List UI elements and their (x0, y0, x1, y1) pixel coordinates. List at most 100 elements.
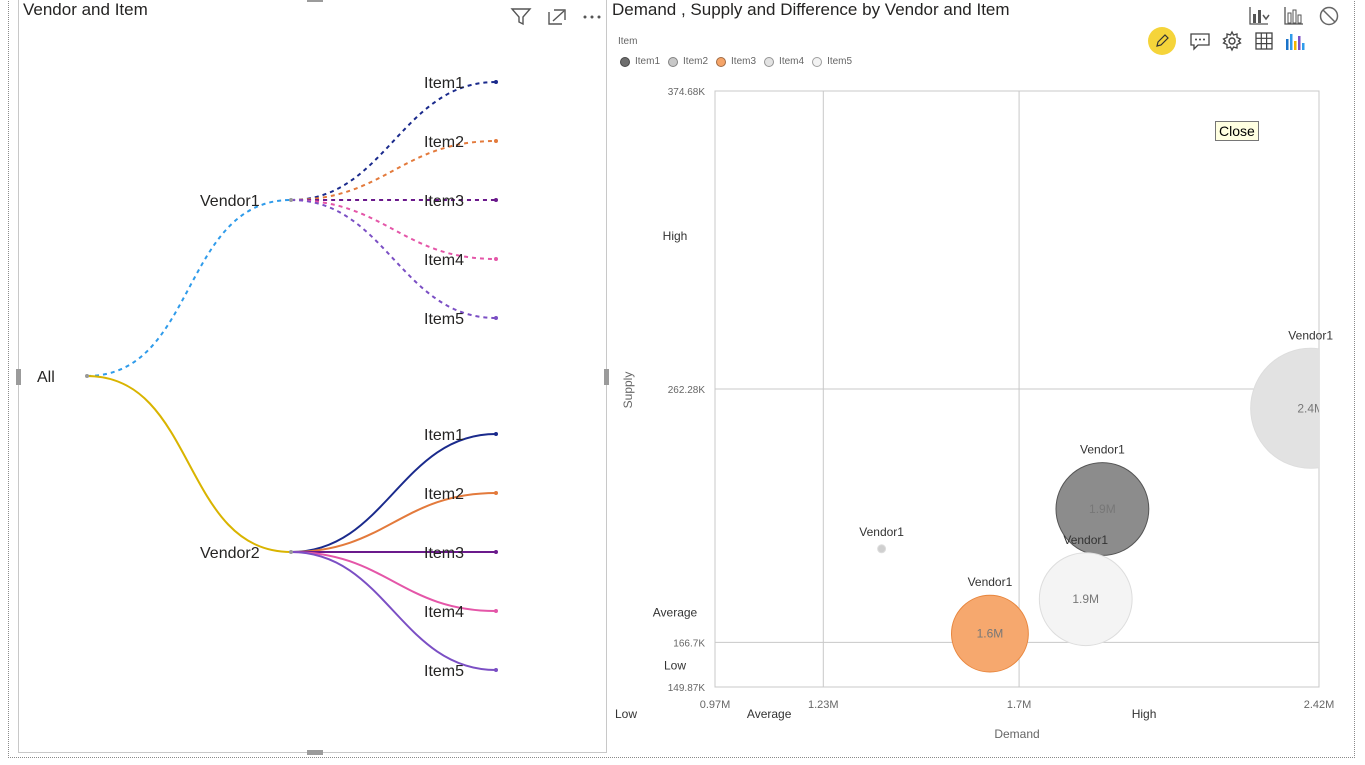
tree-node-dot (494, 491, 498, 495)
tree-item-label[interactable]: Item2 (424, 134, 464, 151)
tree-node-dot (494, 432, 498, 436)
bubble-vendor-label: Vendor1 (859, 525, 904, 539)
resize-handle-top[interactable] (307, 0, 323, 2)
legend-item[interactable]: Item3 (716, 56, 756, 67)
y-tick-label: 166.7K (673, 638, 705, 649)
tree-link-item (290, 81, 497, 201)
legend-marker (668, 56, 679, 67)
column-chart-icon[interactable] (1281, 4, 1307, 28)
tree-node-dot (494, 609, 498, 613)
tree-link-item (290, 140, 497, 201)
bubble-value-label: 1.6M (977, 627, 1004, 641)
x-tick-label: 0.97M (700, 699, 731, 711)
visual-title: Demand , Supply and Difference by Vendor… (612, 0, 1010, 19)
table-grid-icon[interactable] (1252, 29, 1276, 53)
y-tick-label: 149.87K (668, 683, 706, 694)
disable-icon[interactable] (1316, 4, 1342, 28)
y-tick-label: 262.28K (668, 385, 706, 396)
tree-node-dot (289, 198, 293, 202)
close-tooltip: Close (1215, 121, 1259, 141)
resize-handle-right[interactable] (604, 369, 609, 385)
legend-marker (812, 56, 823, 67)
tree-item-label[interactable]: Item3 (424, 193, 464, 210)
bubble-item5[interactable] (1038, 552, 1133, 647)
tree-link-item (290, 551, 497, 671)
legend-title: Item (618, 36, 638, 47)
decomposition-tree: All Vendor1 Item1 Item2 Item3 Item4 Item5 Vendo… (37, 75, 498, 680)
x-axis-title: Demand (994, 727, 1039, 741)
tree-item-label[interactable]: Item3 (424, 545, 464, 562)
tree-link-item (290, 199, 497, 260)
bubble-item4[interactable] (1250, 347, 1353, 469)
bubble-vendor-label: Vendor1 (1063, 533, 1108, 547)
bubble-value-label: 1.9M (1089, 502, 1116, 516)
scatter-plot: 0.97M 1.23M 1.7M 2.42M 374.68K 262.28K 166.7K 1… (615, 87, 1353, 741)
tree-item-label[interactable]: Item5 (424, 311, 464, 328)
legend-label: Item3 (731, 56, 757, 67)
tree-root-label[interactable]: All (37, 369, 55, 386)
tree-item-label[interactable]: Item4 (424, 604, 464, 621)
tree-node-dot (494, 668, 498, 672)
bubble-item3[interactable] (951, 594, 1029, 673)
legend-item[interactable]: Item4 (764, 56, 804, 67)
tree-link-vendor1 (86, 199, 292, 377)
tree-node-dot (85, 374, 89, 378)
legend-label: Item4 (779, 56, 805, 67)
y-band-label: High (663, 229, 688, 243)
tree-node-dot (494, 550, 498, 554)
more-options-icon[interactable] (579, 6, 605, 28)
tree-item-label[interactable]: Item2 (424, 486, 464, 503)
tree-item-label[interactable]: Item4 (424, 252, 464, 269)
legend-item[interactable]: Item5 (812, 56, 852, 67)
bubble-vendor-label: Vendor1 (1288, 328, 1333, 342)
vendor-item-tree-visual[interactable]: Vendor and Item All Vendor1 Item1 Item2 Item… (16, 0, 609, 755)
tree-node-dot (494, 198, 498, 202)
bubble-vendor-label: Vendor1 (968, 575, 1013, 589)
analytics-bars-icon[interactable] (1282, 29, 1308, 53)
x-tick-label: 1.23M (808, 699, 839, 711)
legend-marker (620, 56, 630, 67)
legend-item[interactable]: Item2 (668, 56, 708, 67)
tree-node-dot (494, 257, 498, 261)
legend-label: Item2 (683, 56, 709, 67)
edit-pencil-icon[interactable] (1148, 27, 1176, 55)
report-canvas-border (8, 0, 1355, 758)
x-tick-label: 1.7M (1007, 699, 1031, 711)
tree-item-label[interactable]: Item5 (424, 663, 464, 680)
y-tick-label: 374.68K (668, 87, 706, 98)
demand-supply-scatter-visual[interactable]: Demand , Supply and Difference by Vendor… (608, 0, 1353, 753)
legend-item[interactable]: Item1 (620, 56, 660, 67)
tree-link-vendor2 (86, 375, 292, 553)
tree-node-dot (494, 316, 498, 320)
chart-legend: Item1 Item2 Item3 Item4 Item5 (620, 56, 860, 67)
tree-node-dot (494, 80, 498, 84)
visual-title: Vendor and Item (23, 0, 148, 19)
bubble-value-label: 1.9M (1072, 592, 1099, 606)
tree-vendor-label[interactable]: Vendor2 (200, 545, 260, 562)
drill-chart-icon[interactable] (1246, 4, 1272, 28)
bubble-vendor-label: Vendor1 (1080, 443, 1125, 457)
filter-icon[interactable] (509, 6, 533, 28)
focus-mode-icon[interactable] (545, 6, 569, 28)
tree-link-item (290, 551, 497, 612)
bubble-value-label: 2.4M (1297, 401, 1324, 415)
legend-label: Item5 (827, 56, 853, 67)
legend-label: Item1 (635, 56, 661, 67)
resize-handle-left[interactable] (16, 369, 21, 385)
tree-vendor-label[interactable]: Vendor1 (200, 193, 260, 210)
x-band-label: Low (615, 707, 637, 721)
tree-item-label[interactable]: Item1 (424, 75, 464, 92)
tree-item-label[interactable]: Item1 (424, 427, 464, 444)
x-band-label: High (1132, 707, 1157, 721)
bubble-item2[interactable] (877, 544, 887, 554)
x-tick-label: 2.42M (1304, 699, 1335, 711)
legend-marker (716, 56, 727, 67)
settings-gear-icon[interactable] (1220, 29, 1244, 53)
tree-link-item (290, 492, 497, 553)
tree-link-item (290, 433, 497, 553)
legend-marker (764, 56, 775, 67)
comment-icon[interactable] (1188, 29, 1212, 53)
resize-handle-bottom[interactable] (307, 750, 323, 755)
y-band-label: Average (653, 605, 698, 619)
tree-node-dot (494, 139, 498, 143)
